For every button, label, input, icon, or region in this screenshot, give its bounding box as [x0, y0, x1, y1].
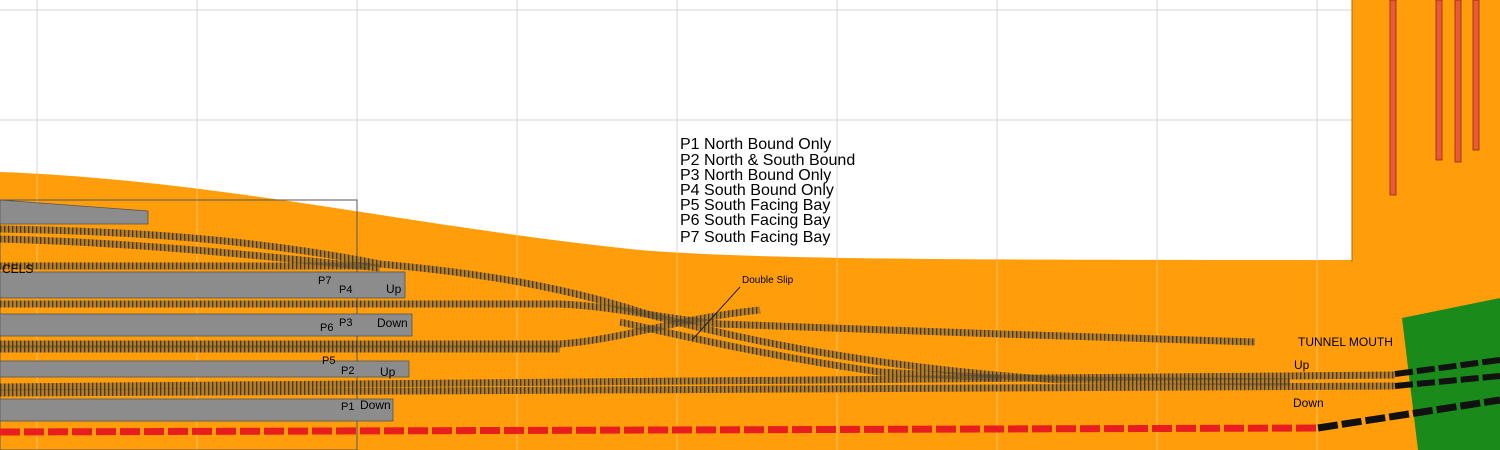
tracks — [0, 225, 1396, 397]
platform-p1 — [0, 398, 394, 422]
double-slip-label: Double Slip — [742, 275, 794, 286]
platform-label-p4: P4 — [339, 284, 352, 296]
legend-line: P7 South Facing Bay — [680, 229, 830, 246]
platform-dir-p1: Down — [360, 398, 391, 412]
platform-label-p7: P7 — [318, 275, 331, 287]
platform-label-p3: P3 — [339, 317, 352, 329]
tunnel-area — [1402, 298, 1500, 450]
platform-dir-p3: Down — [377, 316, 408, 330]
platform-label-p1: P1 — [341, 401, 354, 413]
platform-label-p2: P2 — [341, 365, 354, 377]
legend-line: P6 South Facing Bay — [680, 212, 830, 229]
platform-label-p5: P5 — [322, 355, 335, 367]
down-label: Down — [1293, 396, 1324, 410]
platform-p4 — [0, 271, 406, 299]
tunnel-mouth-label: TUNNEL MOUTH — [1298, 335, 1393, 349]
parcels-label: CELS — [2, 262, 33, 276]
sidings-top-right — [1389, 0, 1480, 196]
platforms — [0, 199, 413, 422]
legend-line: P3 North Bound Only — [680, 167, 831, 184]
up-label: Up — [1294, 358, 1310, 372]
legend-line: P2 North & South Bound — [680, 152, 855, 169]
platform-dir-p4: Up — [386, 282, 402, 296]
legend-line: P4 South Bound Only — [680, 182, 834, 199]
platform-legend: P1 North Bound Only P2 North & South Bou… — [680, 136, 855, 246]
platform-p6 — [0, 313, 413, 337]
platform-dir-p2: Up — [380, 365, 396, 379]
tunnel-track-down — [1394, 373, 1500, 389]
track-labels: CELS Double Slip TUNNEL MOUTH Up Down P7… — [2, 262, 1393, 413]
legend-line: P5 South Facing Bay — [680, 197, 830, 214]
red-track-bottom — [0, 424, 1321, 436]
tunnel-track-up — [1394, 357, 1500, 377]
black-track-bottom — [1317, 396, 1500, 432]
platform-p7 — [0, 199, 149, 225]
platform-label-p6: P6 — [320, 322, 333, 334]
legend-line: P1 North Bound Only — [680, 136, 831, 153]
double-slip-pointer — [691, 286, 741, 341]
platform-p2 — [0, 360, 410, 378]
